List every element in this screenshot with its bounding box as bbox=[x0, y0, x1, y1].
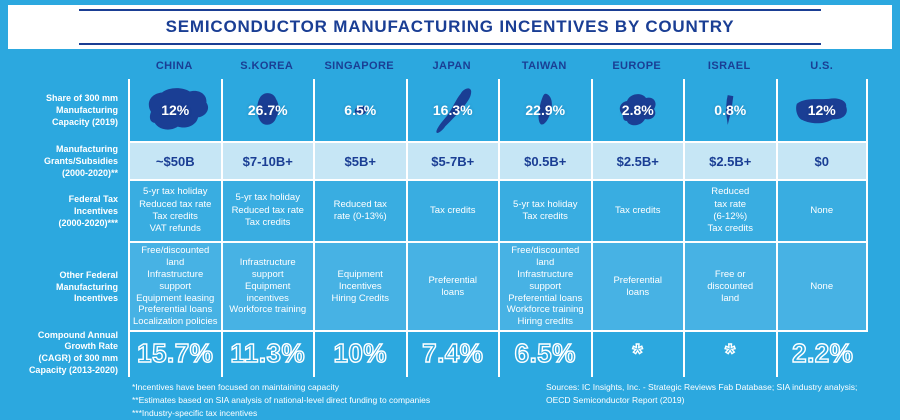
cagr-cell-us: 2.2% bbox=[775, 329, 869, 377]
israel-map-icon bbox=[725, 95, 734, 125]
country-header-japan: JAPAN bbox=[432, 60, 471, 72]
cagr-cell-skorea: 11.3% bbox=[220, 329, 314, 377]
other-cell-japan: Preferential loans bbox=[405, 243, 498, 333]
footnotes: *Incentives have been focused on maintai… bbox=[132, 381, 430, 419]
cagr-cell-japan: 7.4% bbox=[405, 329, 499, 377]
share-cell-china: 12% bbox=[128, 79, 221, 143]
other-cell-israel: Free or discounted land bbox=[683, 243, 776, 333]
row-label-grants: Manufacturing Grants/Subsidies (2000-202… bbox=[43, 144, 118, 178]
other-cell-europe: Preferential loans bbox=[590, 243, 683, 333]
cagr-cell-israel: * bbox=[683, 329, 776, 377]
cagr-cell-singapore: 10% bbox=[313, 329, 406, 377]
grants-cell-taiwan: $0.5B+ bbox=[498, 143, 591, 181]
cagr-cell-europe: * bbox=[590, 329, 684, 377]
share-value-israel: 0.8% bbox=[714, 102, 747, 118]
grants-cell-singapore: $5B+ bbox=[313, 143, 406, 181]
tax-cell-israel: Reduced tax rate (6-12%) Tax credits bbox=[683, 181, 776, 243]
grants-cell-skorea: $7-10B+ bbox=[220, 143, 313, 181]
south-korea-map-icon bbox=[257, 93, 279, 125]
share-cell-singapore: 6.5% bbox=[313, 79, 406, 143]
share-cell-us: 12% bbox=[775, 79, 868, 143]
other-cell-singapore: Equipment Incentives Hiring Credits bbox=[313, 243, 406, 333]
grants-cell-europe: $2.5B+ bbox=[590, 143, 683, 181]
footer: *Incentives have been focused on maintai… bbox=[0, 377, 900, 419]
country-header-europe: EUROPE bbox=[612, 60, 662, 72]
share-value-europe: 2.8% bbox=[621, 102, 654, 118]
other-cell-us: None bbox=[775, 243, 868, 333]
header-spacer bbox=[0, 53, 128, 79]
share-cell-europe: 2.8% bbox=[590, 79, 683, 143]
country-header-taiwan: TAIWAN bbox=[521, 60, 567, 72]
cagr-cell-china: 15.7% bbox=[128, 329, 221, 377]
united-states-map-icon bbox=[795, 97, 847, 123]
tax-cell-taiwan: 5-yr tax holiday Tax credits bbox=[498, 181, 591, 243]
other-cell-skorea: Infrastructure support Equipment incenti… bbox=[220, 243, 313, 333]
country-header-us: U.S. bbox=[810, 60, 834, 72]
tax-cell-us: None bbox=[775, 181, 868, 243]
other-cell-china: Free/discounted land Infrastructure supp… bbox=[128, 243, 221, 333]
share-value-japan: 16.3% bbox=[432, 102, 473, 118]
grants-cell-us: $0 bbox=[775, 143, 868, 181]
share-cell-japan: 16.3% bbox=[405, 79, 498, 143]
share-cell-israel: 0.8% bbox=[683, 79, 776, 143]
footnote-2: **Estimates based on SIA analysis of nat… bbox=[132, 394, 431, 405]
japan-map-icon bbox=[436, 88, 471, 133]
footnote-3: ***Industry-specific tax incentives bbox=[132, 407, 258, 418]
share-row: Share of 300 mm Manufacturing Capacity (… bbox=[0, 79, 900, 143]
share-value-skorea: 26.7% bbox=[247, 102, 288, 118]
row-label-share: Share of 300 mm Manufacturing Capacity (… bbox=[45, 93, 118, 127]
tax-cell-japan: Tax credits bbox=[405, 181, 498, 243]
row-label-cagr: Compound Annual Growth Rate (CAGR) of 30… bbox=[28, 329, 118, 375]
share-value-singapore: 6.5% bbox=[344, 102, 377, 118]
share-value-us: 12% bbox=[807, 102, 836, 118]
title-bar: SEMICONDUCTOR MANUFACTURING INCENTIVES B… bbox=[8, 5, 892, 49]
share-cell-taiwan: 22.9% bbox=[498, 79, 591, 143]
country-header-israel: ISRAEL bbox=[707, 60, 751, 72]
share-value-china: 12% bbox=[161, 102, 190, 118]
europe-map-icon bbox=[619, 94, 656, 126]
singapore-map-icon bbox=[354, 105, 367, 115]
share-value-taiwan: 22.9% bbox=[525, 102, 566, 118]
footnote-1: *Incentives have been focused on maintai… bbox=[132, 382, 339, 392]
cagr-cell-taiwan: 6.5% bbox=[498, 329, 591, 377]
other-cell-taiwan: Free/discounted land Infrastructure supp… bbox=[498, 243, 591, 333]
grants-cell-japan: $5-7B+ bbox=[405, 143, 498, 181]
row-label-tax: Federal Tax Incentives (2000-2020)*** bbox=[58, 194, 118, 228]
tax-incentives-row: Federal Tax Incentives (2000-2020)*** 5-… bbox=[0, 181, 900, 243]
page-title: SEMICONDUCTOR MANUFACTURING INCENTIVES B… bbox=[78, 9, 822, 45]
grants-cell-china: ~$50B bbox=[128, 143, 221, 181]
country-header-china: CHINA bbox=[155, 60, 193, 72]
country-header-row: CHINA S.KOREA SINGAPORE JAPAN TAIWAN EUR… bbox=[0, 53, 900, 79]
taiwan-map-icon bbox=[538, 93, 552, 125]
country-header-skorea: S.KOREA bbox=[240, 60, 294, 72]
china-map-icon bbox=[149, 88, 209, 130]
tax-cell-europe: Tax credits bbox=[590, 181, 683, 243]
tax-cell-china: 5-yr tax holiday Reduced tax rate Tax cr… bbox=[128, 181, 221, 243]
tax-cell-skorea: 5-yr tax holiday Reduced tax rate Tax cr… bbox=[220, 181, 313, 243]
other-incentives-row: Other Federal Manufacturing Incentives F… bbox=[0, 243, 900, 333]
grants-cell-israel: $2.5B+ bbox=[683, 143, 776, 181]
grants-row: Manufacturing Grants/Subsidies (2000-202… bbox=[0, 143, 900, 181]
tax-cell-singapore: Reduced tax rate (0-13%) bbox=[313, 181, 406, 243]
cagr-row: Compound Annual Growth Rate (CAGR) of 30… bbox=[0, 329, 900, 377]
country-header-singapore: SINGAPORE bbox=[324, 60, 395, 72]
row-label-other: Other Federal Manufacturing Incentives bbox=[56, 270, 118, 304]
sources-text: Sources: IC Insights, Inc. - Strategic R… bbox=[546, 382, 858, 405]
share-cell-skorea: 26.7% bbox=[220, 79, 313, 143]
